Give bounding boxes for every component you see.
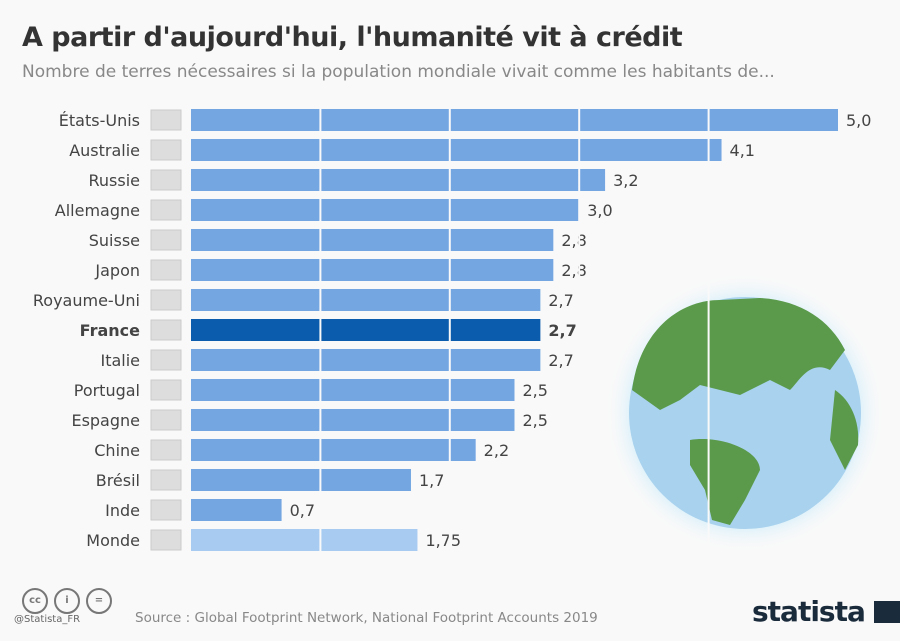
chart-title: A partir d'aujourd'hui, l'humanité vit à… (22, 22, 683, 53)
value-label: 1,7 (419, 471, 444, 490)
category-label: Russie (89, 171, 141, 190)
category-label: Inde (105, 501, 140, 520)
bar (191, 409, 515, 431)
value-label: 2,5 (523, 381, 548, 400)
category-label: Suisse (89, 231, 140, 250)
category-label: Japon (94, 261, 140, 280)
value-label: 0,7 (290, 501, 315, 520)
attribution-icon: i (54, 588, 80, 614)
bar (191, 379, 515, 401)
flag-icon (150, 169, 182, 191)
category-label: Brésil (96, 471, 140, 490)
bar (191, 289, 541, 311)
category-label: Australie (69, 141, 140, 160)
flag-icon (150, 109, 182, 131)
statista-logo[interactable]: statista (752, 595, 900, 628)
category-label: États-Unis (59, 111, 140, 130)
category-label: Chine (94, 441, 140, 460)
flag-icon (150, 259, 182, 281)
category-label: Allemagne (55, 201, 140, 220)
flag-icon (150, 199, 182, 221)
chart-subtitle: Nombre de terres nécessaires si la popul… (22, 62, 775, 82)
flag-icon (150, 529, 182, 551)
value-label: 2,7 (548, 321, 576, 340)
category-label: Royaume-Uni (33, 291, 140, 310)
category-label: Monde (86, 531, 140, 550)
category-label: Italie (100, 351, 140, 370)
value-label: 3,0 (587, 201, 612, 220)
flag-icon (150, 409, 182, 431)
bar (191, 529, 418, 551)
bar (191, 139, 722, 161)
bar (191, 469, 411, 491)
value-label: 2,7 (548, 291, 573, 310)
value-label: 3,2 (613, 171, 638, 190)
flag-icon (150, 349, 182, 371)
flag-icon (150, 319, 182, 341)
value-label: 2,2 (484, 441, 509, 460)
value-label: 2,8 (561, 261, 586, 280)
value-label: 4,1 (730, 141, 755, 160)
twitter-handle: @Statista_FR (14, 614, 81, 625)
bar (191, 199, 580, 221)
value-label: 5,0 (846, 111, 871, 130)
value-label: 1,75 (425, 531, 461, 550)
globe-illustration (605, 273, 885, 553)
flag-icon (150, 439, 182, 461)
cc-license-icon: cc (22, 588, 48, 614)
value-label: 2,8 (561, 231, 586, 250)
category-label: France (80, 321, 140, 340)
bar (191, 169, 606, 191)
no-derivatives-icon: = (86, 588, 112, 614)
bar (191, 229, 554, 251)
flag-icon (150, 499, 182, 521)
category-label: Portugal (74, 381, 140, 400)
source-note: Source : Global Footprint Network, Natio… (135, 610, 598, 626)
flag-icon (150, 229, 182, 251)
value-label: 2,5 (523, 411, 548, 430)
bar (191, 439, 476, 461)
category-label: Espagne (71, 411, 140, 430)
flag-icon (150, 469, 182, 491)
flag-icon (150, 139, 182, 161)
flag-icon (150, 379, 182, 401)
bar (191, 349, 541, 371)
bar (191, 499, 282, 521)
bar (191, 109, 838, 131)
bar (191, 259, 554, 281)
flag-icon (150, 289, 182, 311)
value-label: 2,7 (548, 351, 573, 370)
bar (191, 319, 541, 341)
